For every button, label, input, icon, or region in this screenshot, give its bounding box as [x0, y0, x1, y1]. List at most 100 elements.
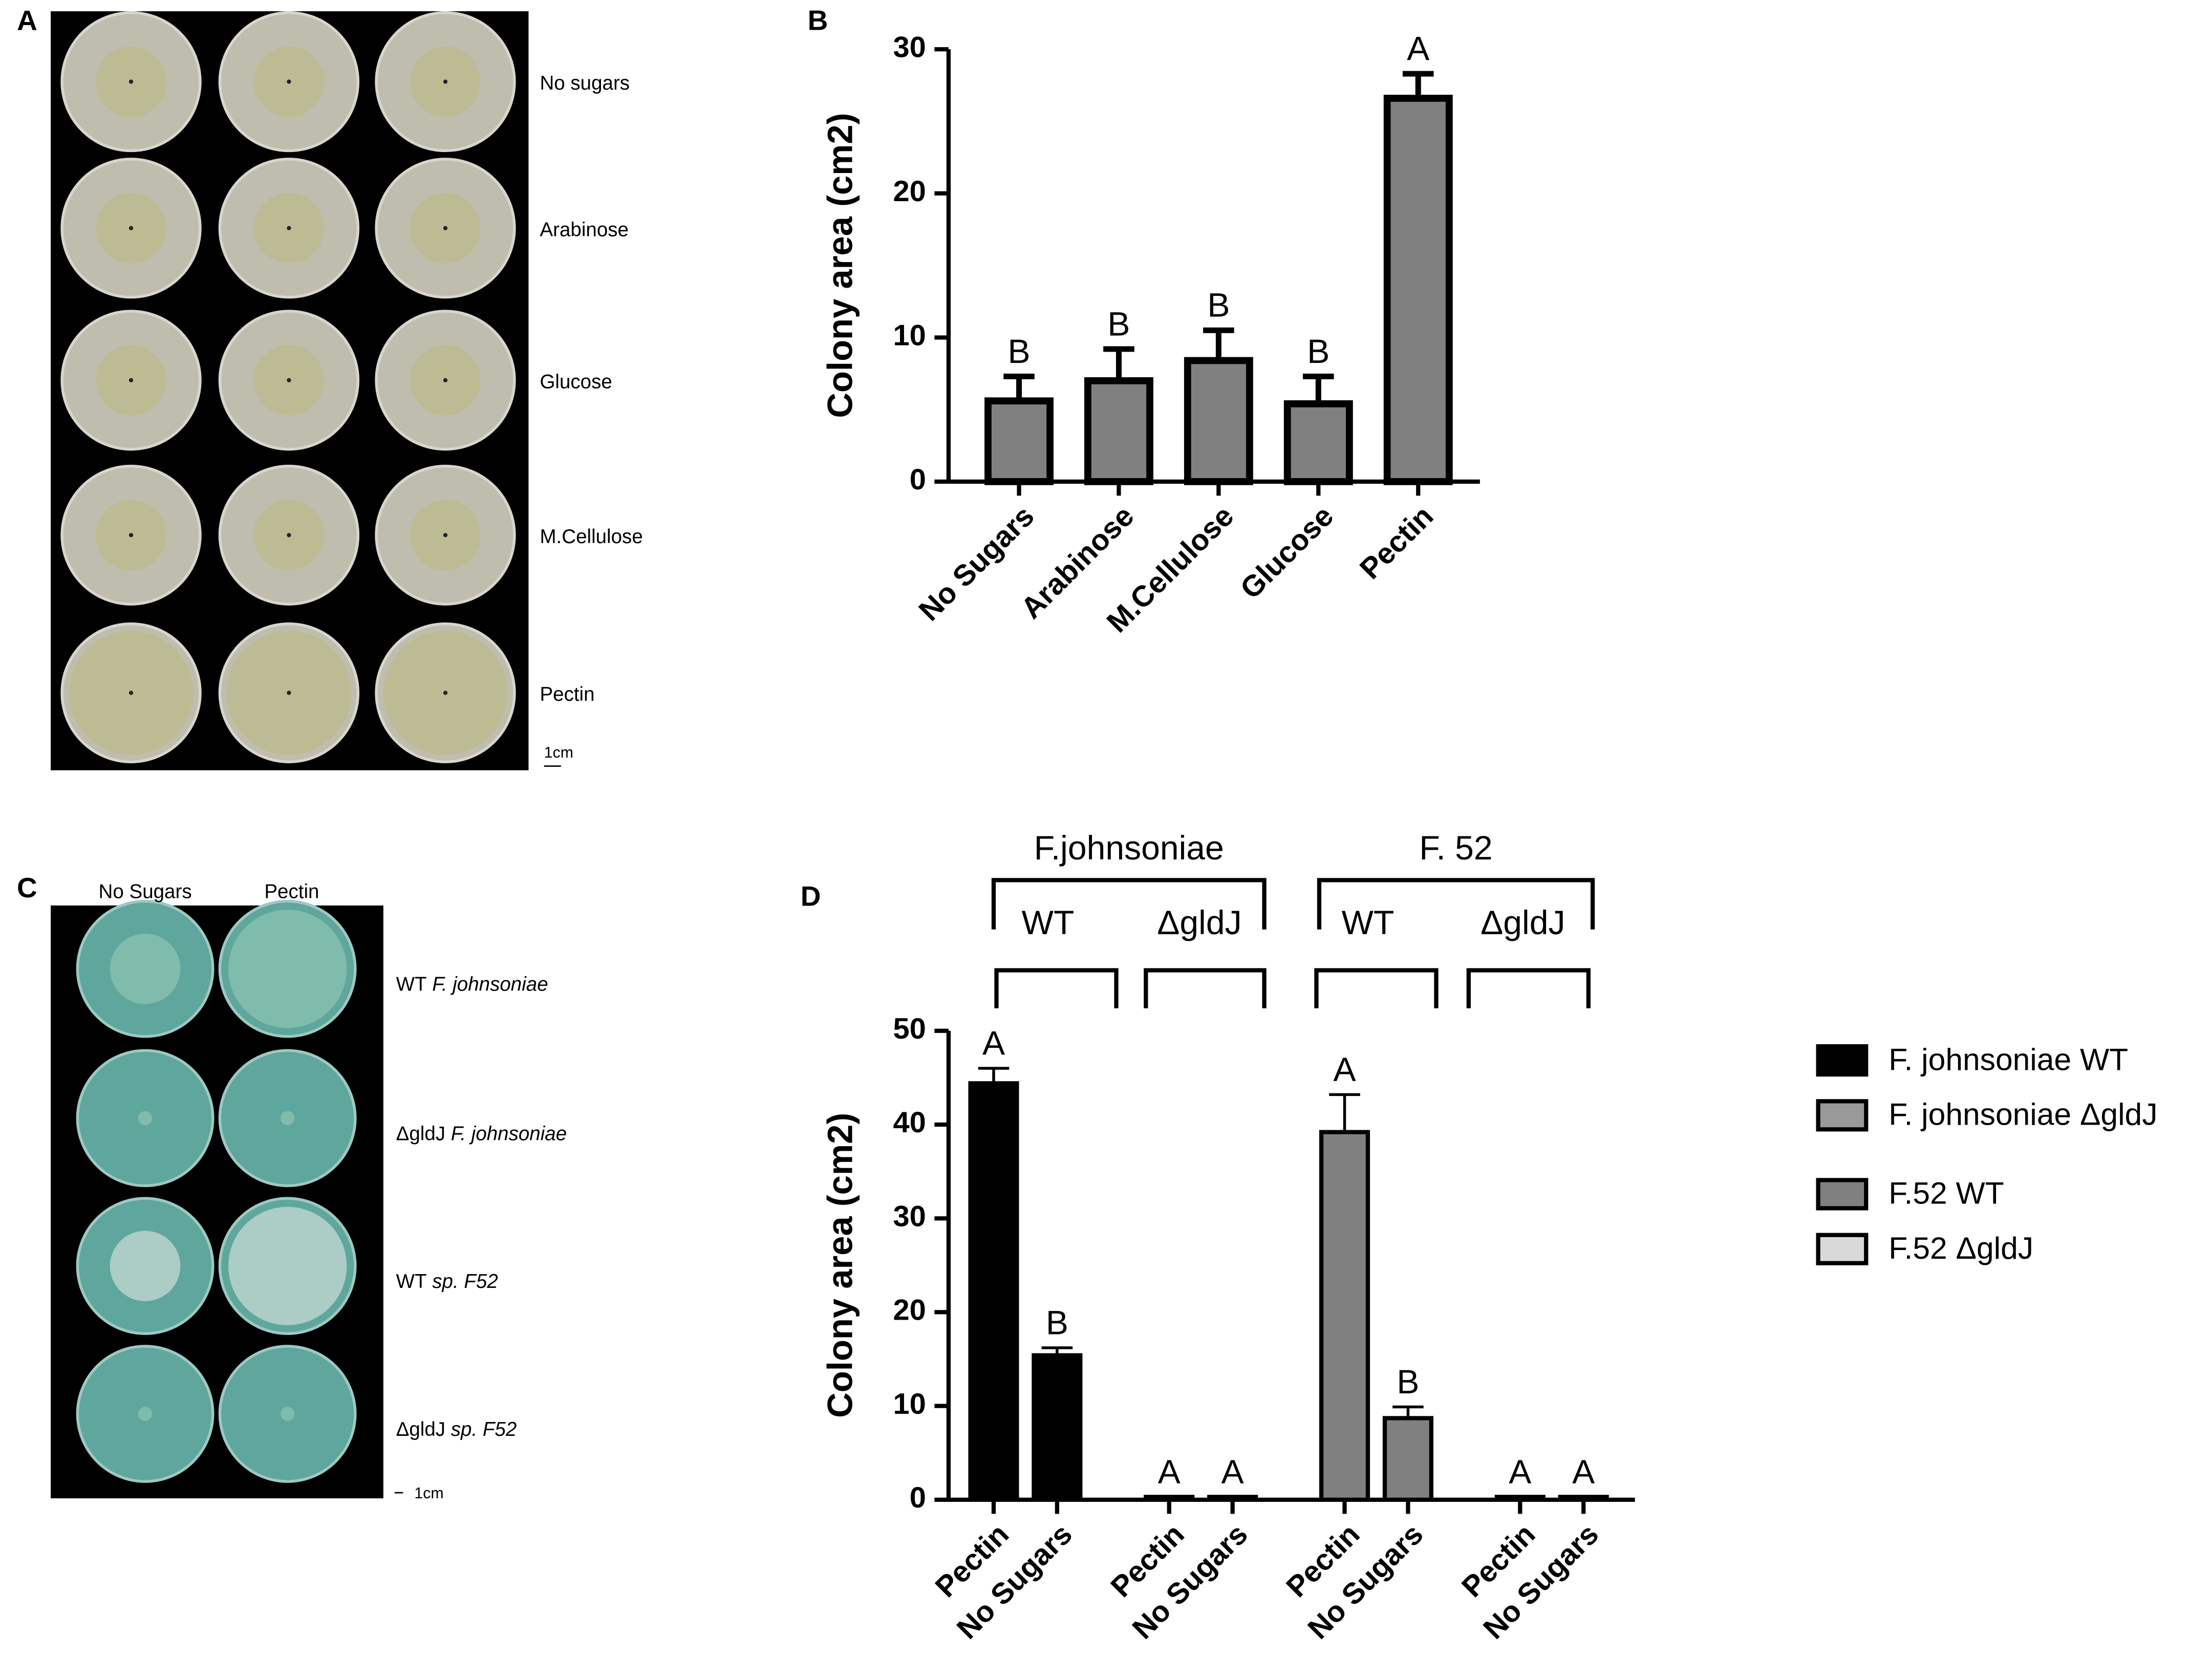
significance-letter: B: [1397, 1363, 1419, 1401]
significance-letter: A: [1572, 1453, 1595, 1491]
inoculum: [128, 378, 134, 382]
y-axis-label: Colony area (cm2): [821, 113, 860, 418]
row-label: M.Cellulose: [540, 526, 642, 548]
bar: [1382, 1416, 1433, 1502]
subgroup-label: WT: [1342, 903, 1394, 941]
subgroup-bracket: [1144, 968, 1267, 1008]
legend-label: F.52 ΔgldJ: [1889, 1231, 2033, 1265]
row-label: ΔgldJ F. johnsoniae: [396, 1123, 567, 1145]
strain: ΔgldJ: [396, 1123, 445, 1145]
y-tick-label: 30: [893, 1200, 926, 1233]
subgroup-bracket: [1314, 968, 1439, 1008]
subgroup-label: WT: [1022, 903, 1075, 941]
bar: [1144, 1495, 1195, 1502]
subgroup-label: ΔgldJ: [1157, 903, 1241, 941]
colony: [228, 1207, 347, 1325]
significance-letter: A: [1221, 1453, 1244, 1491]
inoculum: [443, 79, 448, 84]
group-label: F. 52: [1419, 829, 1492, 867]
bar: [968, 1081, 1019, 1502]
panel-letter: A: [17, 5, 37, 36]
colony: [280, 1111, 295, 1126]
y-tick-label: 20: [893, 175, 926, 208]
y-tick-label: 10: [893, 1388, 926, 1420]
significance-letter: A: [1334, 1050, 1356, 1088]
y-tick-label: 0: [910, 1481, 926, 1514]
inoculum: [287, 378, 291, 382]
species: sp. F52: [451, 1418, 517, 1440]
y-tick-label: 40: [893, 1106, 926, 1139]
significance-letter: B: [1008, 332, 1031, 370]
scale-label: 1cm: [414, 1485, 443, 1502]
row-label: WT sp. F52: [396, 1270, 498, 1293]
inoculum: [443, 533, 448, 537]
row-label: Arabinose: [540, 219, 629, 241]
legend-label: F. johnsoniae WT: [1889, 1042, 2128, 1076]
inoculum: [443, 226, 448, 230]
scale-label: 1cm: [544, 744, 573, 761]
significance-letter: A: [1158, 1453, 1181, 1491]
species: F. johnsoniae: [451, 1123, 567, 1145]
panel-letter: D: [801, 880, 821, 912]
significance-letter: A: [1509, 1453, 1531, 1491]
group-bracket: [991, 878, 1267, 930]
inoculum: [287, 79, 291, 84]
significance-letter: B: [1207, 286, 1230, 324]
bar: [1207, 1495, 1258, 1502]
legend-swatch: [1816, 1178, 1869, 1211]
legend-swatch: [1816, 1233, 1869, 1265]
strain: WT: [396, 974, 427, 996]
row-label: Pectin: [540, 683, 594, 705]
inoculum: [128, 691, 134, 695]
row-label: No sugars: [540, 72, 630, 94]
legend-label: F.52 WT: [1889, 1176, 2004, 1211]
colony: [138, 1407, 153, 1421]
inoculum: [287, 691, 291, 695]
bar: [1558, 1495, 1609, 1502]
subgroup-label: ΔgldJ: [1481, 903, 1565, 941]
inoculum: [128, 226, 134, 230]
column-label: No Sugars: [99, 880, 192, 902]
colony: [228, 910, 347, 1028]
y-tick-label: 10: [893, 319, 926, 352]
colony: [110, 1231, 181, 1301]
x-tick-label: Glucose: [1234, 500, 1340, 605]
strain: WT: [396, 1270, 427, 1293]
bar: [1084, 377, 1153, 485]
species: sp. F52: [432, 1270, 498, 1293]
inoculum: [128, 533, 134, 537]
bar: [1283, 400, 1353, 485]
significance-letter: B: [1307, 332, 1329, 370]
inoculum: [287, 533, 291, 537]
group-bracket: [1317, 878, 1595, 930]
subgroup-bracket: [994, 968, 1119, 1008]
bar: [984, 397, 1054, 485]
significance-letter: A: [1407, 30, 1429, 68]
group-label: F.johnsoniae: [1034, 829, 1224, 867]
bar: [1494, 1495, 1546, 1502]
significance-letter: B: [1046, 1304, 1068, 1342]
row-label: ΔgldJ sp. F52: [396, 1418, 517, 1440]
y-tick-label: 0: [910, 463, 926, 496]
row-label: Glucose: [540, 371, 612, 393]
legend-label: F. johnsoniae ΔgldJ: [1889, 1097, 2157, 1132]
panel-letter: B: [808, 5, 828, 36]
legend-swatch: [1816, 1099, 1869, 1132]
row-label: WT F. johnsoniae: [396, 974, 548, 996]
x-tick-label: Pectin: [1354, 500, 1440, 586]
bar: [1184, 357, 1253, 485]
inoculum: [443, 691, 448, 695]
bar: [1032, 1353, 1083, 1502]
column-label: Pectin: [264, 880, 319, 902]
inoculum: [128, 79, 134, 84]
y-tick-label: 50: [893, 1013, 926, 1045]
strain: ΔgldJ: [396, 1418, 445, 1440]
colony: [280, 1407, 295, 1421]
panel-letter: C: [17, 872, 37, 903]
species: F. johnsoniae: [432, 974, 548, 996]
subgroup-bracket: [1466, 968, 1591, 1008]
inoculum: [443, 378, 448, 382]
colony: [110, 933, 181, 1004]
bar: [1319, 1130, 1370, 1502]
